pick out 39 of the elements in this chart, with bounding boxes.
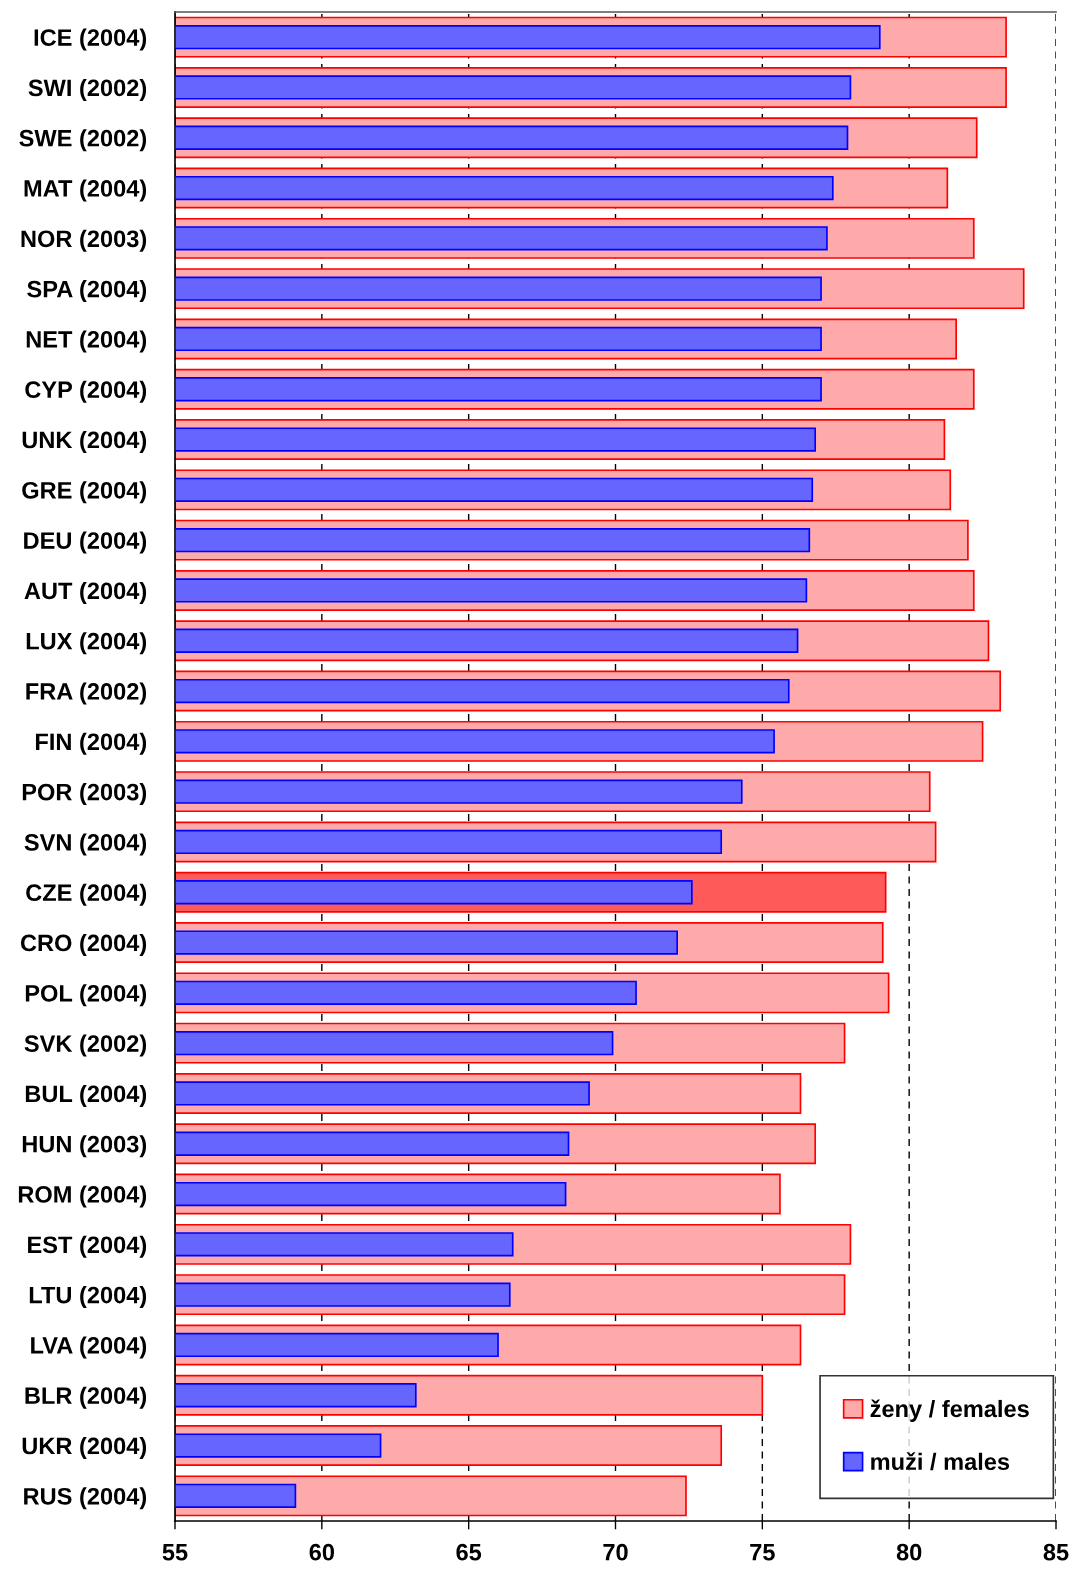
y-tick-label: RUS (2004) (24, 1487, 147, 1510)
x-tick-label: 70 (603, 1543, 628, 1561)
x-tick-label: 75 (750, 1544, 775, 1561)
y-tick-label: MAT (2004) (24, 179, 147, 202)
y-tick-label: UKR (2004) (22, 1436, 147, 1459)
y-tick-label: CZE (2004) (26, 883, 147, 906)
y-tick-label: NET (2004) (26, 330, 147, 353)
y-tick-label: EST (2004) (28, 1235, 147, 1258)
x-tick-label: 85 (1043, 1543, 1069, 1561)
y-tick-label: HUN (2003) (22, 1135, 147, 1158)
y-tick-label: POR (2003) (22, 783, 147, 806)
y-tick-label: SVN (2004) (24, 833, 147, 856)
y-tick-label: SWE (2002) (19, 129, 147, 152)
y-tick-label: SWI (2002) (28, 78, 147, 101)
y-tick-label: BLR (2004) (25, 1386, 147, 1409)
y-tick-label: LUX (2004) (26, 632, 147, 655)
y-tick-label: FRA (2002) (26, 682, 147, 705)
y-tick-label: SVK (2002) (24, 1034, 147, 1057)
y-tick-label: AUT (2004) (24, 581, 147, 604)
y-tick-label: CYP (2004) (25, 380, 147, 403)
y-tick-label: UNK (2004) (22, 430, 147, 453)
y-tick-label: ROM (2004) (18, 1185, 147, 1208)
y-tick-label: ICE (2004) (34, 28, 147, 51)
y-tick-label: BUL (2004) (25, 1084, 147, 1107)
y-tick-label: CRO (2004) (20, 933, 147, 956)
y-tick-label: POL (2004) (25, 984, 147, 1007)
x-tick-label: 80 (896, 1543, 922, 1561)
x-tick-label: 55 (162, 1544, 188, 1561)
legend-label: ženy / females (870, 1399, 1029, 1422)
y-tick-label: SPA (2004) (27, 280, 147, 303)
x-tick-label: 60 (309, 1543, 334, 1561)
y-tick-label: LTU (2004) (29, 1286, 147, 1309)
y-tick-label: GRE (2004) (22, 481, 147, 504)
y-tick-label: NOR (2003) (21, 229, 147, 252)
y-tick-label: DEU (2004) (24, 531, 147, 554)
y-tick-label: LVA (2004) (31, 1336, 147, 1359)
x-tick-label: 65 (456, 1543, 482, 1561)
y-tick-label: FIN (2004) (35, 732, 147, 755)
legend-label: muži / males (871, 1452, 1010, 1471)
